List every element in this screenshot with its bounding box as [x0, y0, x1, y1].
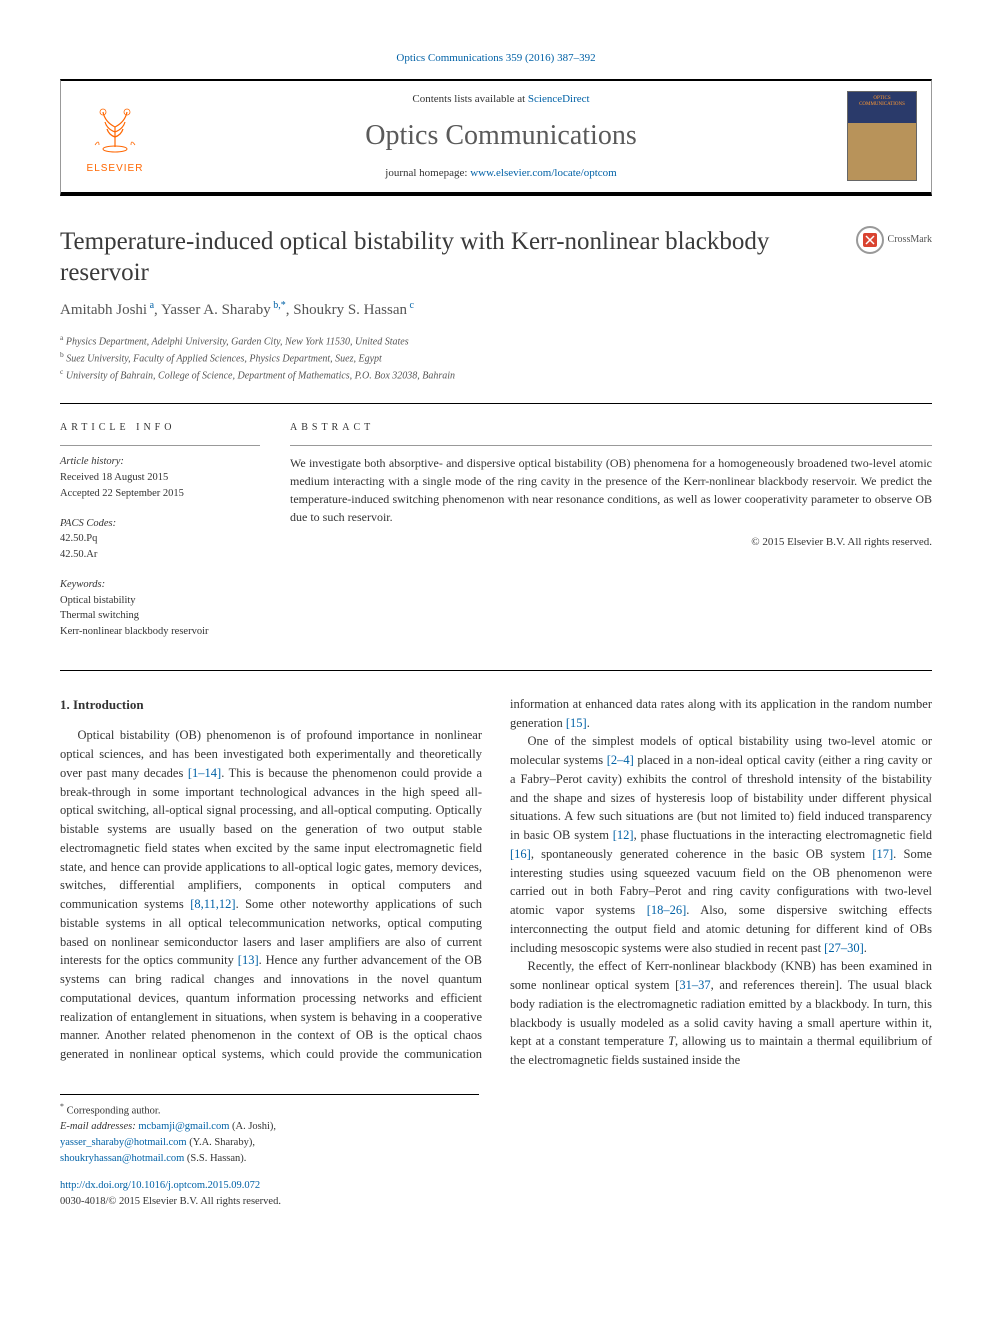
- author-3: Shoukry S. Hassan c: [293, 302, 414, 318]
- abstract-column: abstract We investigate both absorptive-…: [290, 420, 932, 654]
- body-text: 1. Introduction Optical bistability (OB)…: [60, 695, 932, 1070]
- corresponding-author-note: * Corresponding author.: [60, 1101, 479, 1119]
- divider-top: [60, 403, 932, 404]
- pacs-block: PACS Codes: 42.50.Pq 42.50.Ar: [60, 516, 260, 563]
- keywords-block: Keywords: Optical bistability Thermal sw…: [60, 577, 260, 640]
- journal-cover-thumbnail[interactable]: OPTICS COMMUNICATIONS: [847, 91, 917, 181]
- title-row: Temperature-induced optical bistability …: [60, 226, 932, 289]
- pacs-code-1: 42.50.Pq: [60, 531, 260, 547]
- email-1[interactable]: mcbamji@gmail.com: [138, 1121, 229, 1132]
- keyword-3: Kerr-nonlinear blackbody reservoir: [60, 624, 260, 640]
- accepted-date: Accepted 22 September 2015: [60, 486, 260, 502]
- divider-bottom: [60, 670, 932, 671]
- body-p2: One of the simplest models of optical bi…: [510, 732, 932, 957]
- ref-15[interactable]: [15]: [566, 716, 587, 730]
- homepage-prefix: journal homepage:: [385, 167, 470, 179]
- article-info-heading: article info: [60, 420, 260, 435]
- info-divider-1: [60, 445, 260, 446]
- article-title: Temperature-induced optical bistability …: [60, 226, 840, 289]
- email-label: E-mail addresses:: [60, 1121, 136, 1132]
- affiliation-c: c University of Bahrain, College of Scie…: [60, 366, 932, 383]
- journal-cover-label: OPTICS COMMUNICATIONS: [848, 92, 916, 111]
- affiliations: a Physics Department, Adelphi University…: [60, 332, 932, 384]
- body-p3: Recently, the effect of Kerr-nonlinear b…: [510, 957, 932, 1070]
- ref-8-11-12[interactable]: [8,11,12]: [190, 897, 235, 911]
- keywords-label: Keywords:: [60, 577, 260, 593]
- ref-1-14[interactable]: [1–14]: [188, 766, 221, 780]
- aff-link-c[interactable]: c: [410, 300, 414, 311]
- crossmark-label: CrossMark: [888, 232, 932, 247]
- crossmark-icon: [856, 226, 884, 254]
- pacs-label: PACS Codes:: [60, 516, 260, 532]
- citation-link[interactable]: Optics Communications 359 (2016) 387–392: [396, 52, 595, 64]
- doi-block: http://dx.doi.org/10.1016/j.optcom.2015.…: [60, 1178, 479, 1210]
- contents-prefix: Contents lists available at: [412, 93, 527, 105]
- keyword-1: Optical bistability: [60, 593, 260, 609]
- email-2[interactable]: yasser_sharaby@hotmail.com: [60, 1137, 187, 1148]
- footnotes: * Corresponding author. E-mail addresses…: [60, 1094, 479, 1210]
- abstract-copyright: © 2015 Elsevier B.V. All rights reserved…: [290, 534, 932, 551]
- affiliation-a: a Physics Department, Adelphi University…: [60, 332, 932, 349]
- contents-available-line: Contents lists available at ScienceDirec…: [155, 91, 847, 108]
- ref-18-26[interactable]: [18–26]: [647, 903, 687, 917]
- authors-line: Amitabh Joshi a, Yasser A. Sharaby b,*, …: [60, 298, 932, 322]
- article-history-block: Article history: Received 18 August 2015…: [60, 454, 260, 501]
- aff-link-b[interactable]: b: [273, 300, 278, 311]
- ref-16[interactable]: [16]: [510, 847, 531, 861]
- received-date: Received 18 August 2015: [60, 470, 260, 486]
- ref-13[interactable]: [13]: [238, 953, 259, 967]
- aff-link-a[interactable]: a: [150, 300, 154, 311]
- corr-link[interactable]: *: [281, 300, 286, 311]
- journal-name: Optics Communications: [155, 115, 847, 157]
- doi-link[interactable]: http://dx.doi.org/10.1016/j.optcom.2015.…: [60, 1180, 260, 1191]
- ref-12[interactable]: [12]: [613, 828, 634, 842]
- ref-27-30[interactable]: [27–30]: [824, 941, 864, 955]
- abstract-text: We investigate both absorptive- and disp…: [290, 454, 932, 526]
- history-label: Article history:: [60, 454, 260, 470]
- ref-31-37[interactable]: 31–37: [679, 978, 710, 992]
- ref-17[interactable]: [17]: [872, 847, 893, 861]
- email-3[interactable]: shoukryhassan@hotmail.com: [60, 1153, 184, 1164]
- abstract-divider: [290, 445, 932, 446]
- homepage-line: journal homepage: www.elsevier.com/locat…: [155, 165, 847, 182]
- elsevier-tree-icon: [85, 97, 145, 157]
- abstract-heading: abstract: [290, 420, 932, 435]
- keyword-2: Thermal switching: [60, 608, 260, 624]
- author-2: Yasser A. Sharaby b,*: [161, 302, 286, 318]
- info-abstract-row: article info Article history: Received 1…: [60, 420, 932, 654]
- header-center: Contents lists available at ScienceDirec…: [155, 91, 847, 182]
- affiliation-b: b Suez University, Faculty of Applied Sc…: [60, 349, 932, 366]
- section-1-heading: 1. Introduction: [60, 695, 482, 715]
- homepage-link[interactable]: www.elsevier.com/locate/optcom: [470, 167, 617, 179]
- journal-header-box: ELSEVIER Contents lists available at Sci…: [60, 79, 932, 196]
- email-addresses: E-mail addresses: mcbamji@gmail.com (A. …: [60, 1119, 479, 1166]
- crossmark-badge[interactable]: CrossMark: [856, 226, 932, 254]
- sciencedirect-link[interactable]: ScienceDirect: [528, 93, 590, 105]
- article-info-column: article info Article history: Received 1…: [60, 420, 260, 654]
- elsevier-logo[interactable]: ELSEVIER: [75, 91, 155, 181]
- pacs-code-2: 42.50.Ar: [60, 547, 260, 563]
- citation-line: Optics Communications 359 (2016) 387–392: [60, 50, 932, 67]
- issn-copyright: 0030-4018/© 2015 Elsevier B.V. All right…: [60, 1196, 281, 1207]
- ref-2-4[interactable]: [2–4]: [607, 753, 634, 767]
- author-1: Amitabh Joshi a: [60, 302, 154, 318]
- elsevier-label: ELSEVIER: [87, 161, 144, 176]
